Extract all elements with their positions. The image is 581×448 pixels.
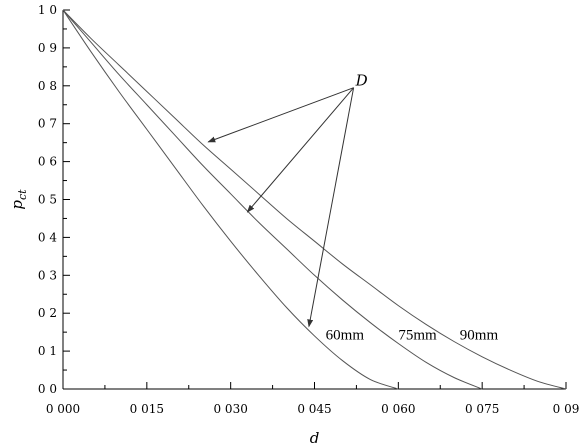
annotation-arrow	[307, 87, 355, 328]
y-tick-label: 0 6	[38, 155, 57, 169]
x-tick-label: 0 075	[465, 402, 499, 416]
y-axis-title-sub: ct	[16, 189, 29, 200]
y-axis-title: pct	[8, 189, 29, 210]
x-tick-label: 0 000	[46, 402, 80, 416]
y-tick-label: 0 7	[38, 117, 57, 131]
x-axis-title: d	[310, 429, 320, 447]
y-axis-title-main: p	[8, 200, 26, 210]
annotation-arrow	[246, 87, 355, 213]
annotation-arrow	[207, 87, 354, 143]
y-tick-label: 0 8	[38, 79, 57, 93]
x-tick-label: 0 09	[553, 402, 580, 416]
y-tick-label: 0 1	[38, 344, 57, 358]
curves	[62, 9, 567, 390]
y-ticks: 0 0 0 1 0 2 0 3 0 4 0 5 0 6 0 7 0 8 0 9 1 0	[38, 3, 70, 396]
y-tick-label: 0 3	[38, 268, 57, 282]
series-labels: 60mm 75mm 90mm	[326, 328, 499, 344]
x-tick-label: 0 030	[213, 402, 247, 416]
series-line-60mm	[62, 9, 399, 390]
y-tick-label: 0 4	[38, 230, 57, 244]
series-label-90mm: 90mm	[460, 328, 499, 344]
series-label-60mm: 60mm	[326, 328, 365, 344]
y-tick-label: 0 0	[38, 382, 57, 396]
series-line-90mm	[62, 9, 567, 390]
y-tick-label: 1 0	[38, 3, 57, 17]
y-tick-label: 0 9	[38, 41, 57, 55]
annotation-label-D: D	[355, 72, 368, 90]
y-tick-label: 0 5	[38, 193, 57, 207]
annotation-arrows: D	[207, 72, 368, 328]
x-ticks: 0 000 0 015 0 030 0 045 0 060 0 075 0 09	[46, 382, 580, 416]
x-tick-label: 0 015	[130, 402, 164, 416]
x-tick-label: 0 060	[381, 402, 415, 416]
series-label-75mm: 75mm	[398, 328, 437, 344]
y-tick-label: 0 2	[38, 306, 57, 320]
x-tick-label: 0 045	[297, 402, 331, 416]
series-line-75mm	[62, 9, 483, 390]
